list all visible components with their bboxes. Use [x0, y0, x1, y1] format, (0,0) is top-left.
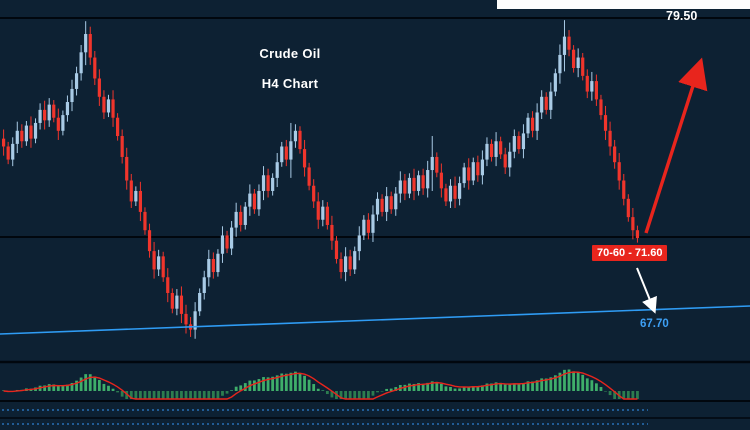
- trendline-price-label: 67.70: [640, 318, 669, 330]
- bottom-strip-indicator: [2, 409, 648, 425]
- macd-indicator: [2, 369, 639, 400]
- chart-title-line2: H4 Chart: [261, 76, 319, 91]
- down-arrow: [636, 267, 657, 314]
- macd-signal-line: [3, 371, 638, 400]
- resistance-price-label: 79.50: [666, 9, 698, 23]
- top-margin-strip: [497, 0, 750, 9]
- trendline-support: [0, 305, 750, 335]
- up-arrow: [644, 57, 708, 234]
- supply-zone-label: 70-60 - 71.60: [592, 245, 668, 261]
- forecast-arrows: [636, 57, 708, 314]
- level-lines: [0, 17, 750, 419]
- candlestick-series: [2, 20, 640, 339]
- chart-title-line1: Crude Oil: [259, 46, 321, 61]
